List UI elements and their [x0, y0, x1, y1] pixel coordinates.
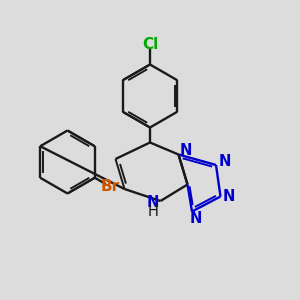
Text: N: N [218, 154, 231, 169]
Text: Cl: Cl [142, 38, 158, 52]
Text: N: N [223, 189, 235, 204]
Text: N: N [180, 143, 192, 158]
Text: N: N [189, 211, 202, 226]
Text: Br: Br [101, 179, 120, 194]
Text: N: N [147, 195, 159, 210]
Text: H: H [148, 204, 158, 219]
